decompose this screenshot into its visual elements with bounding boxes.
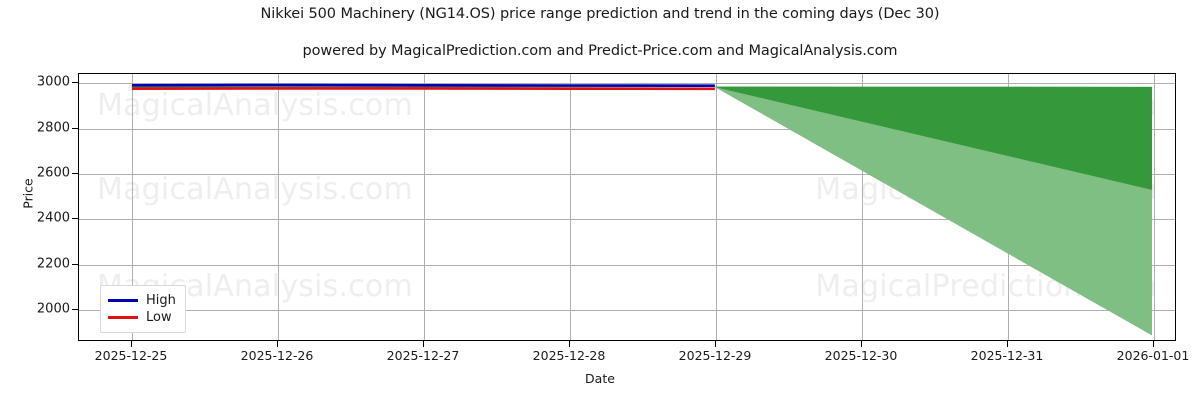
chart-title: Nikkei 500 Machinery (NG14.OS) price ran… bbox=[260, 6, 940, 22]
gridline-vertical bbox=[132, 74, 133, 340]
x-axis-tick-label: 2025-12-29 bbox=[678, 348, 752, 363]
y-axis-tick-label: 2400 bbox=[36, 210, 70, 226]
series-layer bbox=[131, 83, 1153, 336]
y-axis-tick-label: 2800 bbox=[36, 120, 70, 135]
y-axis-tick-label: 3000 bbox=[36, 74, 70, 90]
x-axis-tick-mark bbox=[277, 341, 278, 347]
gridline-vertical bbox=[1154, 74, 1155, 340]
gridline-vertical bbox=[278, 74, 279, 340]
y-axis-tick-mark bbox=[72, 127, 78, 129]
x-axis-tick-mark bbox=[569, 341, 570, 347]
gridline-horizontal bbox=[79, 310, 1175, 312]
x-axis-tick-mark bbox=[423, 341, 424, 347]
gridline-vertical bbox=[424, 74, 425, 340]
x-axis-tick-mark bbox=[1153, 341, 1154, 347]
x-axis-tick-label: 2025-12-30 bbox=[824, 348, 898, 363]
inner-range-band bbox=[131, 86, 1153, 190]
gridline-vertical bbox=[862, 74, 863, 340]
y-axis-tick-label: 2600 bbox=[36, 165, 70, 181]
legend-label-high: High bbox=[146, 293, 176, 308]
y-axis-tick-mark bbox=[72, 263, 78, 265]
y-axis-tick-mark bbox=[72, 172, 78, 174]
series-line-high bbox=[131, 83, 715, 88]
x-axis-tick-label: 2025-12-26 bbox=[240, 348, 314, 363]
x-axis-tick-mark bbox=[715, 341, 716, 347]
y-axis-tick-mark bbox=[72, 218, 78, 220]
x-axis-tick-label: 2025-12-28 bbox=[532, 348, 606, 363]
x-axis-tick-mark bbox=[1007, 341, 1008, 347]
y-axis-tick-mark bbox=[72, 309, 78, 311]
chart-subtitle: powered by MagicalPrediction.com and Pre… bbox=[302, 43, 898, 59]
gridline-vertical bbox=[570, 74, 571, 340]
plot-area: MagicalAnalysis.comMagicalPrediction.com… bbox=[78, 73, 1176, 341]
x-axis-tick-label: 2025-12-25 bbox=[94, 348, 168, 363]
x-axis-tick-mark bbox=[131, 341, 132, 347]
gridline-horizontal bbox=[79, 173, 1175, 175]
y-axis-label: Price bbox=[20, 178, 36, 209]
gridline-horizontal bbox=[79, 264, 1175, 266]
chart-legend[interactable]: High Low bbox=[100, 285, 186, 333]
y-axis-tick-mark bbox=[72, 82, 78, 84]
y-axis-tick-label: 2200 bbox=[36, 256, 70, 272]
x-axis-tick-label: 2026-01-01 bbox=[1116, 348, 1190, 363]
legend-item-low: Low bbox=[108, 309, 176, 326]
x-axis-tick-label: 2025-12-27 bbox=[386, 348, 460, 363]
gridline-vertical bbox=[716, 74, 717, 340]
legend-item-high: High bbox=[108, 292, 176, 309]
x-axis-label: Date bbox=[585, 371, 615, 386]
y-axis-tick-label: 2000 bbox=[36, 301, 70, 317]
gridline-horizontal bbox=[79, 219, 1175, 221]
legend-label-low: Low bbox=[146, 310, 172, 325]
legend-swatch-high bbox=[108, 299, 138, 302]
outer-range-band bbox=[131, 86, 1153, 336]
gridline-horizontal bbox=[79, 83, 1175, 85]
legend-swatch-low bbox=[108, 316, 138, 319]
x-axis-tick-mark bbox=[861, 341, 862, 347]
x-axis-tick-label: 2025-12-31 bbox=[970, 348, 1044, 363]
gridline-horizontal bbox=[79, 128, 1175, 130]
